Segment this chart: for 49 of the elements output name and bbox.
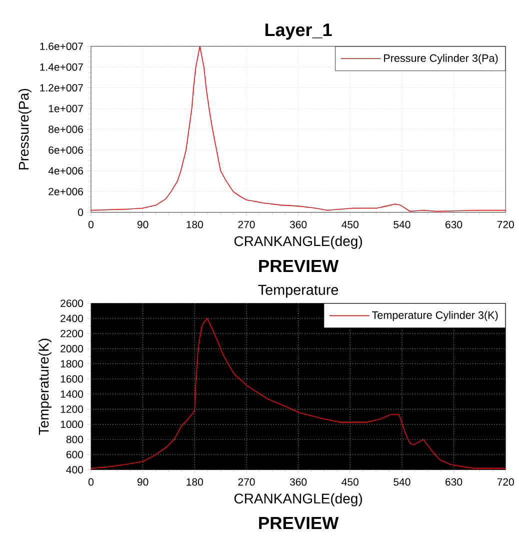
- text: PREVIEW: [259, 516, 339, 530]
- x-tick-label: 630: [446, 478, 462, 486]
- x-tick-label: 360: [290, 220, 307, 228]
- x-tick-label: 450: [342, 220, 358, 228]
- y-tick-label: 6e+006: [48, 146, 83, 154]
- y-tick-label: 2600: [60, 300, 84, 308]
- y-tick-label: 1200: [60, 405, 84, 413]
- x-tick-label: 360: [290, 478, 307, 486]
- x-tick-label: 180: [186, 478, 203, 486]
- x-tick-label: 270: [238, 478, 255, 486]
- x-tick-label: 90: [137, 220, 148, 228]
- y-tick-label: 0: [78, 208, 84, 216]
- x-tick-label: 630: [446, 220, 462, 228]
- y-tick-label: 1600: [60, 375, 84, 383]
- y-tick-label: 1000: [60, 420, 84, 428]
- y-tick-label: 600: [66, 450, 84, 458]
- x-tick-label: 540: [394, 220, 410, 228]
- y-tick-label: 1.2e+007: [40, 84, 83, 92]
- y-tick-label: 8e+006: [48, 126, 83, 134]
- chart-title: Layer_1: [265, 24, 332, 40]
- x-tick-label: 0: [88, 478, 94, 486]
- legend-label: Temperature Cylinder 3(K): [372, 311, 498, 322]
- y-tick-label: 2200: [60, 330, 84, 338]
- x-tick-label: 450: [342, 478, 358, 486]
- x-tick-label: 540: [394, 478, 410, 486]
- y-tick-label: 800: [66, 436, 84, 444]
- chart-title: Temperature: [258, 284, 338, 298]
- x-tick-label: 180: [186, 220, 203, 228]
- x-tick-label: 0: [88, 220, 94, 228]
- text: PREVIEW: [259, 260, 339, 272]
- y-tick-label: 1400: [60, 390, 84, 398]
- y-axis-title: Temperature(K): [38, 338, 52, 435]
- y-tick-label: 2400: [60, 314, 84, 322]
- x-axis-title: CRANKANGLE(deg): [234, 493, 362, 506]
- y-tick-label: 400: [66, 466, 84, 474]
- x-tick-label: 270: [238, 220, 255, 228]
- y-tick-label: 1800: [60, 360, 84, 368]
- x-tick-label: 720: [497, 478, 514, 486]
- y-tick-label: 2e+006: [48, 188, 83, 196]
- x-tick-label: 90: [137, 478, 148, 486]
- y-tick-label: 4e+006: [48, 167, 83, 175]
- legend-label: Pressure Cylinder 3(Pa): [384, 54, 498, 64]
- y-tick-label: 1.4e+007: [40, 63, 83, 71]
- y-axis-title: Pressure(Pa): [18, 88, 32, 170]
- x-tick-label: 720: [497, 220, 514, 228]
- y-tick-label: 1e+007: [48, 104, 83, 112]
- x-axis-title: CRANKANGLE(deg): [234, 236, 362, 249]
- y-tick-label: 1.6e+007: [40, 42, 83, 50]
- y-tick-label: 2000: [60, 344, 84, 352]
